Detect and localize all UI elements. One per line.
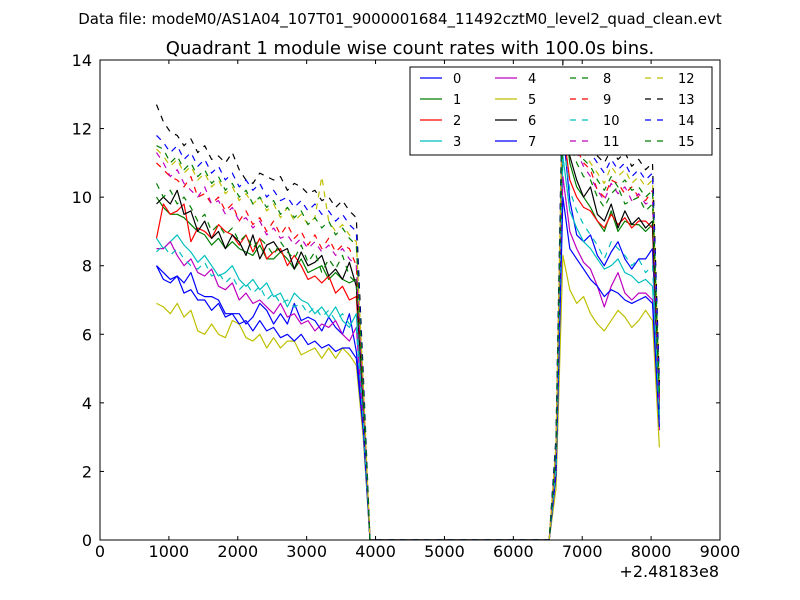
x-tick-label: 0 (95, 542, 105, 561)
x-tick-label: 3000 (286, 542, 327, 561)
series-line-5 (156, 254, 660, 540)
series-line-6 (156, 107, 660, 540)
legend-label-2: 2 (453, 114, 461, 129)
x-tick-label: 1000 (149, 542, 190, 561)
legend-label-9: 9 (603, 93, 611, 108)
x-tick-label: 2000 (217, 542, 258, 561)
x-tick-label: 8000 (631, 542, 672, 561)
legend-label-6: 6 (528, 114, 536, 129)
series-line-10 (156, 138, 660, 540)
y-tick-label: 4 (82, 394, 92, 413)
chart-title: Quadrant 1 module wise count rates with … (166, 38, 655, 59)
axes: 0 1000 2000 3000 4000 5000 6000 7000 8000 9000 0 2 4… (72, 51, 741, 561)
x-tick-label: 4000 (355, 542, 396, 561)
x-tick-label: 6000 (493, 542, 534, 561)
series-line-4 (156, 176, 660, 540)
axes-frame (99, 59, 721, 541)
x-offset-label: +2.48183e8 (619, 562, 719, 581)
legend-label-15: 15 (678, 135, 695, 150)
x-tick-label: 7000 (562, 542, 603, 561)
y-tick-label: 0 (82, 531, 92, 550)
legend-label-10: 10 (603, 114, 620, 129)
y-tick-label: 12 (72, 120, 92, 139)
y-tick-label: 10 (72, 188, 92, 207)
legend-label-1: 1 (453, 93, 461, 108)
legend-label-8: 8 (603, 72, 611, 87)
legend-label-5: 5 (528, 93, 536, 108)
series-line-3 (156, 155, 660, 540)
legend-label-4: 4 (528, 72, 536, 87)
legend-label-7: 7 (528, 135, 536, 150)
legend-label-13: 13 (678, 93, 695, 108)
y-tick-label: 6 (82, 325, 92, 344)
figure-suptitle: Data file: modeM0/AS1A04_107T01_90000016… (78, 10, 722, 29)
series-line-0 (156, 128, 660, 540)
series-line-14 (156, 66, 660, 540)
legend-label-14: 14 (678, 114, 695, 129)
series-line-12 (156, 76, 660, 540)
legend-label-12: 12 (678, 72, 695, 87)
y-tick-label: 14 (72, 51, 92, 70)
legend-label-0: 0 (453, 72, 461, 87)
legend-label-11: 11 (603, 135, 620, 150)
legend-box (409, 66, 713, 156)
series-line-1 (156, 103, 660, 540)
y-tick-label: 8 (82, 257, 92, 276)
series-line-7 (155, 196, 660, 540)
legend-label-3: 3 (453, 135, 461, 150)
x-tick-label: 5000 (424, 542, 465, 561)
x-tick-label: 9000 (700, 542, 741, 561)
y-tick-label: 2 (82, 462, 92, 481)
